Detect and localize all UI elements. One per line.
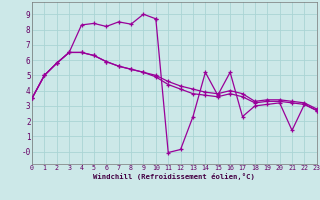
X-axis label: Windchill (Refroidissement éolien,°C): Windchill (Refroidissement éolien,°C) bbox=[93, 173, 255, 180]
